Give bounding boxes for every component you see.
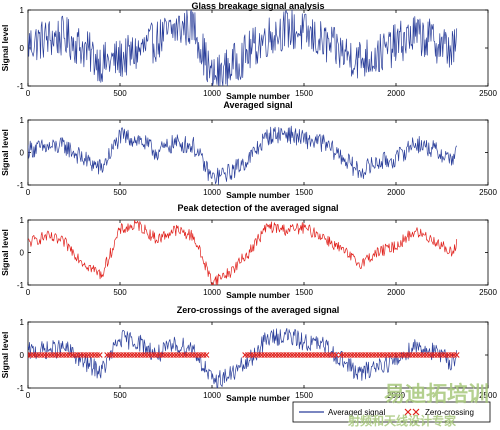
series-line-averaged-signal <box>28 327 458 388</box>
y-axis-label: Signal level <box>0 25 10 72</box>
y-tick-label: 0 <box>20 351 25 360</box>
subplot-title: Zero-crossings of the averaged signal <box>177 305 340 315</box>
x-tick-label: 1500 <box>295 288 313 297</box>
x-tick-label: 2000 <box>387 89 405 98</box>
x-axis-label: Sample number <box>226 290 290 300</box>
y-tick-label: -1 <box>17 82 25 91</box>
subplot-title: Averaged signal <box>223 100 292 110</box>
plot-area <box>27 321 489 389</box>
x-tick-label: 2500 <box>479 288 497 297</box>
x-tick-label: 2000 <box>387 288 405 297</box>
x-tick-label: 2000 <box>387 188 405 197</box>
x-tick-label: 0 <box>26 89 31 98</box>
x-tick-label: 1500 <box>295 89 313 98</box>
x-tick-label: 1000 <box>203 188 221 197</box>
y-tick-label: -1 <box>17 384 25 393</box>
x-tick-label: 1500 <box>295 391 313 400</box>
watermark-line1: 易迪拓培训 <box>384 382 489 406</box>
plot-area <box>27 219 489 286</box>
zero-crossing-marker <box>203 352 210 358</box>
y-tick-label: -1 <box>17 181 25 190</box>
x-tick-label: 2500 <box>479 188 497 197</box>
subplot-1: Glass breakage signal analysis 0 500 1000 15… <box>0 1 497 101</box>
subplot-title: Peak detection of the averaged signal <box>177 203 338 213</box>
y-tick-label: 0 <box>20 249 25 258</box>
legend-marker-zero-crossing <box>404 408 420 416</box>
y-tick-label: 1 <box>20 6 25 15</box>
x-tick-label: 2500 <box>479 391 497 400</box>
zero-crossing-marker <box>96 352 103 358</box>
y-axis-label: Signal level <box>0 229 10 276</box>
legend-label-averaged: Averaged signal <box>328 408 385 417</box>
series-line <box>28 220 458 285</box>
x-tick-label: 0 <box>26 391 31 400</box>
watermark-line2: 射频和天线设计专家 <box>347 413 457 428</box>
x-tick-label: 1000 <box>203 89 221 98</box>
y-tick-label: 1 <box>20 116 25 125</box>
subplot-4: Zero-crossings of the averaged signal 0 50… <box>0 305 497 403</box>
subplot-3: Peak detection of the averaged signal 0 50… <box>0 203 497 300</box>
zero-crossing-markers <box>28 352 460 358</box>
zero-crossing-marker <box>333 352 340 358</box>
zero-crossing-marker <box>453 352 460 358</box>
x-axis-label: Sample number <box>226 91 290 101</box>
legend-box <box>292 401 491 423</box>
y-tick-label: 0 <box>20 44 25 53</box>
x-axis-label: Sample number <box>226 393 290 403</box>
x-tick-label: 500 <box>113 288 127 297</box>
x-tick-label: 500 <box>113 188 127 197</box>
x-tick-label: 1000 <box>203 288 221 297</box>
subplot-title: Glass breakage signal analysis <box>191 1 324 11</box>
legend-label-zero-crossing: Zero-crossing <box>425 408 474 417</box>
watermark: 易迪拓培训 射频和天线设计专家 <box>347 382 489 428</box>
x-tick-label: 1500 <box>295 188 313 197</box>
y-axis-label: Signal level <box>0 129 10 176</box>
x-tick-label: 2500 <box>479 89 497 98</box>
x-tick-label: 1000 <box>203 391 221 400</box>
y-tick-label: 0 <box>20 149 25 158</box>
x-tick-label: 500 <box>113 391 127 400</box>
legend: Averaged signal Zero-crossing <box>292 401 491 423</box>
y-tick-label: 1 <box>20 216 25 225</box>
x-tick-label: 0 <box>26 288 31 297</box>
x-axis-label: Sample number <box>226 190 290 200</box>
x-tick-label: 2000 <box>387 391 405 400</box>
plot-area <box>27 9 489 87</box>
x-tick-label: 500 <box>113 89 127 98</box>
series-line <box>28 125 458 185</box>
x-tick-label: 0 <box>26 188 31 197</box>
y-tick-label: -1 <box>17 281 25 290</box>
y-tick-label: 1 <box>20 318 25 327</box>
y-axis-label: Signal level <box>0 332 10 379</box>
series-line <box>28 10 458 86</box>
